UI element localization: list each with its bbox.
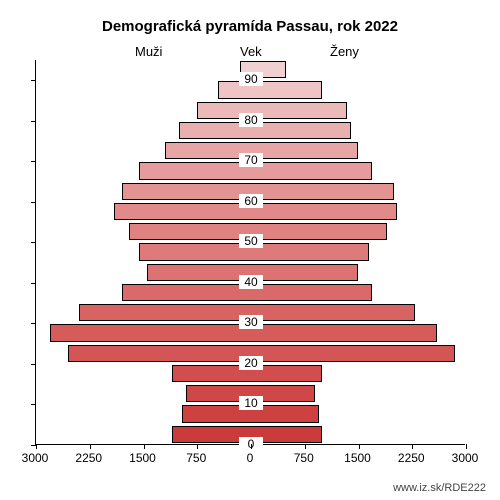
x-tick-label: 2250 — [75, 451, 102, 465]
chart-title: Demografická pyramída Passau, rok 2022 — [0, 18, 500, 35]
bar-male — [139, 162, 250, 179]
y-axis-tick — [31, 323, 36, 324]
y-tick-label: 60 — [239, 194, 263, 208]
x-tick-line — [251, 444, 252, 449]
bar-female — [251, 203, 398, 220]
bar-female — [251, 183, 394, 200]
x-tick-label: 1500 — [129, 451, 156, 465]
bar-female — [251, 142, 359, 159]
y-axis-tick — [31, 80, 36, 81]
x-tick-label: 3000 — [452, 451, 479, 465]
x-tick-line — [466, 444, 467, 449]
y-tick-label: 70 — [239, 153, 263, 167]
y-tick-label: 80 — [239, 113, 263, 127]
bar-female — [251, 304, 416, 321]
bar-male — [79, 304, 251, 321]
plot-area: 0102030405060708090 — [35, 60, 465, 445]
x-tick-label: 0 — [247, 451, 254, 465]
x-tick-label: 1500 — [344, 451, 371, 465]
x-tick-line — [144, 444, 145, 449]
label-male: Muži — [135, 44, 162, 59]
pyramid-chart-container: Demografická pyramída Passau, rok 2022 M… — [0, 0, 500, 500]
x-tick-label: 750 — [294, 451, 314, 465]
x-tick-label: 750 — [186, 451, 206, 465]
y-axis-tick — [31, 202, 36, 203]
bar-male — [165, 142, 251, 159]
bar-female — [251, 162, 373, 179]
bar-female — [251, 284, 373, 301]
bar-male — [122, 183, 251, 200]
x-tick-label: 3000 — [22, 451, 49, 465]
bar-female — [251, 324, 437, 341]
bar-female — [251, 345, 455, 362]
y-tick-label: 10 — [239, 396, 263, 410]
x-tick-line — [305, 444, 306, 449]
label-age: Vek — [240, 44, 262, 59]
bar-male — [50, 324, 251, 341]
bar-male — [68, 345, 251, 362]
bar-female — [251, 122, 351, 139]
bar-male — [129, 223, 251, 240]
x-tick-line — [197, 444, 198, 449]
x-tick-line — [90, 444, 91, 449]
bar-male — [114, 203, 250, 220]
y-tick-label: 40 — [239, 275, 263, 289]
label-female: Ženy — [330, 44, 359, 59]
x-tick-line — [412, 444, 413, 449]
y-axis-tick — [31, 121, 36, 122]
y-axis-tick — [31, 404, 36, 405]
bar-female — [251, 223, 387, 240]
bar-female — [251, 102, 348, 119]
bar-female — [251, 264, 359, 281]
bar-male — [147, 264, 251, 281]
x-tick-line — [359, 444, 360, 449]
x-tick-label: 2250 — [398, 451, 425, 465]
bar-male — [139, 243, 250, 260]
y-tick-label: 90 — [239, 72, 263, 86]
y-tick-label: 20 — [239, 356, 263, 370]
y-axis-tick — [31, 364, 36, 365]
y-axis-tick — [31, 161, 36, 162]
y-tick-label: 50 — [239, 234, 263, 248]
bar-male — [122, 284, 251, 301]
x-tick-line — [36, 444, 37, 449]
footer-url: www.iz.sk/RDE222 — [393, 482, 486, 494]
y-axis-tick — [31, 283, 36, 284]
bar-female — [251, 243, 369, 260]
y-axis-tick — [31, 242, 36, 243]
y-tick-label: 30 — [239, 315, 263, 329]
